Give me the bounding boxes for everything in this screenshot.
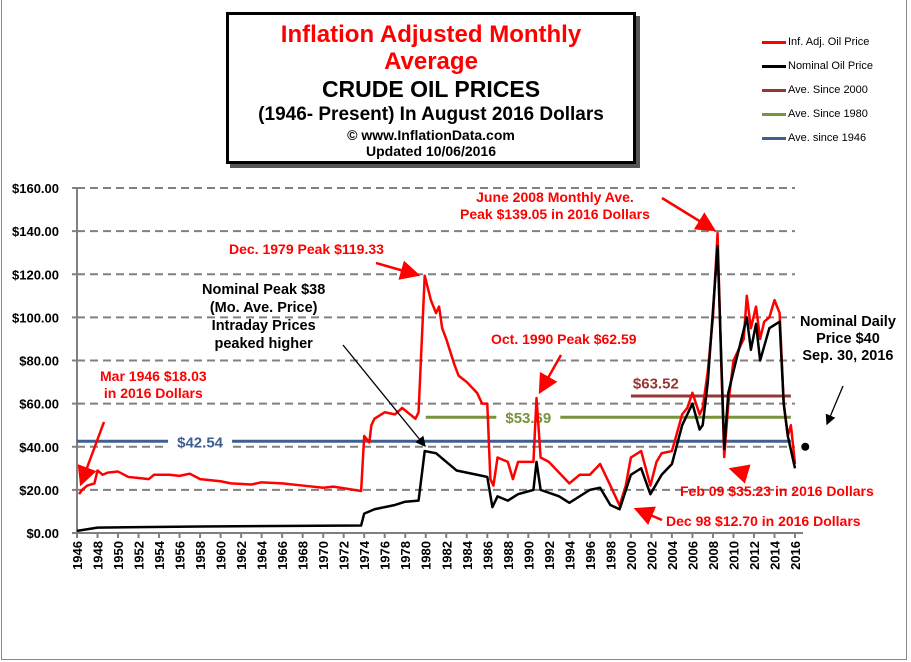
y-tick-label: $40.00: [19, 440, 59, 455]
annotation-arrow: [538, 354, 563, 395]
x-tick-label: 1948: [91, 541, 106, 570]
y-tick-label: $20.00: [19, 483, 59, 498]
x-tick-label: 1988: [501, 541, 516, 570]
x-tick-label: 1954: [152, 540, 167, 570]
annotation-arrow: [633, 506, 663, 526]
x-tick-label: 2004: [665, 540, 680, 570]
title-main: CRUDE OIL PRICES: [321, 76, 541, 102]
copyright: © www.InflationData.com: [347, 127, 515, 143]
x-tick-label: 1996: [583, 541, 598, 570]
legend-swatch: [762, 136, 786, 140]
x-tick-label: 2012: [747, 541, 762, 570]
x-tick-label: 1992: [542, 541, 557, 570]
title-box: Inflation Adjusted Monthly Average CRUDE…: [226, 12, 636, 164]
x-tick-label: 1960: [214, 541, 229, 570]
x-tick-label: 2006: [685, 541, 700, 570]
annotation-nominal-daily: Nominal Daily Price $40 Sep. 30, 2016: [800, 314, 896, 364]
annotation-nominal-peak: Nominal Peak $38 (Mo. Ave. Price) Intraday…: [202, 282, 326, 352]
annotation-arrow: [77, 421, 106, 487]
x-tick-label: 1982: [439, 541, 454, 570]
average-label: $53.69: [505, 410, 551, 427]
x-tick-label: 2014: [767, 540, 782, 570]
x-tick-label: 2000: [624, 541, 639, 570]
legend: Inf. Adj. Oil Price Nominal Oil Price Av…: [762, 30, 873, 150]
x-tick-label: 1970: [316, 541, 331, 570]
y-tick-label: $120.00: [12, 267, 59, 282]
legend-item: Ave. Since 1980: [762, 102, 873, 126]
x-tick-label: 1994: [562, 540, 577, 570]
annotation-arrow: [661, 196, 717, 232]
x-tick-label: 2008: [706, 541, 721, 570]
x-tick-label: 1976: [378, 541, 393, 570]
x-tick-label: 1978: [398, 541, 413, 570]
y-tick-label: $60.00: [19, 397, 59, 412]
x-tick-label: 1956: [173, 541, 188, 570]
average-label: $42.54: [177, 434, 224, 451]
x-tick-label: 2002: [644, 541, 659, 570]
x-tick-label: 1958: [193, 541, 208, 570]
x-tick-label: 1998: [603, 541, 618, 570]
x-tick-label: 2016: [788, 541, 803, 570]
legend-item: Nominal Oil Price: [762, 54, 873, 78]
x-tick-label: 1974: [357, 540, 372, 570]
subtitle: (1946- Present) In August 2016 Dollars: [258, 104, 604, 125]
y-tick-label: $100.00: [12, 310, 59, 325]
title-line: Inflation Adjusted Monthly: [280, 21, 582, 48]
annotation-arrow: [342, 344, 426, 448]
legend-swatch: [762, 64, 786, 68]
label-gap: [168, 432, 233, 451]
x-tick-label: 1986: [480, 541, 495, 570]
annotation-mar1946: Mar 1946 $18.03 in 2016 Dollars: [100, 368, 207, 401]
annotation-arrow: [728, 464, 751, 484]
x-tick-label: 1968: [296, 541, 311, 570]
x-tick-label: 1964: [255, 540, 270, 570]
y-tick-label: $160.00: [12, 181, 59, 196]
annotation-dec98: Dec 98 $12.70 in 2016 Dollars: [666, 513, 861, 529]
legend-swatch: [762, 112, 786, 116]
x-tick-label: 2010: [726, 541, 741, 570]
legend-item: Ave. Since 2000: [762, 78, 873, 102]
label-gap: [496, 408, 561, 427]
x-tick-label: 1946: [70, 541, 85, 570]
annotation-june2008: June 2008 Monthly Ave. Peak $139.05 in 20…: [460, 189, 650, 222]
x-tick-label: 1952: [132, 541, 147, 570]
annotation-oct1990: Oct. 1990 Peak $62.59: [491, 331, 637, 347]
annotation-arrow: [825, 385, 844, 426]
y-tick-label: $140.00: [12, 224, 59, 239]
updated-date: Updated 10/06/2016: [366, 143, 496, 159]
legend-swatch: [762, 40, 786, 44]
annotation-feb09: Feb 09 $35.23 in 2016 Dollars: [680, 483, 874, 499]
average-label: $63.52: [633, 375, 679, 392]
nominal-line: [76, 244, 797, 533]
x-tick-label: 1966: [275, 541, 290, 570]
annotation-arrow: [375, 260, 421, 280]
x-tick-label: 1984: [460, 540, 475, 570]
x-tick-label: 1990: [521, 541, 536, 570]
annotation-dec1979: Dec. 1979 Peak $119.33: [229, 241, 384, 257]
x-tick-label: 1962: [234, 541, 249, 570]
legend-swatch: [762, 88, 786, 92]
x-tick-label: 1950: [111, 541, 126, 570]
legend-item: Ave. since 1946: [762, 126, 873, 150]
y-tick-label: $0.00: [26, 526, 59, 541]
x-tick-label: 1972: [337, 541, 352, 570]
legend-item: Inf. Adj. Oil Price: [762, 30, 873, 54]
nominal-daily-point: [801, 442, 810, 451]
title-line: Average: [384, 48, 478, 75]
y-tick-label: $80.00: [19, 354, 59, 369]
x-tick-label: 1980: [419, 541, 434, 570]
